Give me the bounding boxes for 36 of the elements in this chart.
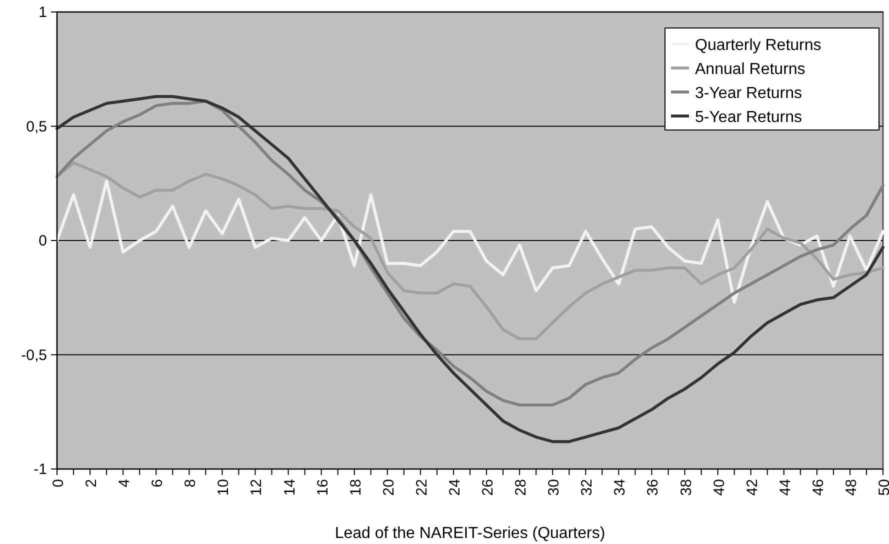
x-tick-label: 28 (512, 479, 530, 496)
x-tick-label: 42 (744, 479, 761, 496)
x-tick-label: 10 (215, 479, 232, 496)
legend-label: 3-Year Returns (695, 85, 802, 102)
legend-label: 5-Year Returns (695, 109, 802, 126)
x-tick-label: 24 (446, 479, 464, 496)
x-axis-title: Lead of the NAREIT-Series (Quarters) (334, 525, 606, 542)
x-tick-label: 34 (612, 479, 629, 496)
y-tick-label: -1 (34, 461, 47, 478)
x-tick-label: 32 (578, 479, 596, 496)
y-tick-label: 0,5 (26, 118, 47, 136)
x-tick-label: 48 (842, 479, 860, 496)
x-tick-label: 6 (149, 479, 166, 488)
x-tick-label: 44 (776, 479, 794, 496)
x-tick-label: 50 (876, 479, 889, 496)
y-tick-label: -0,5 (21, 346, 47, 364)
x-tick-label: 18 (347, 479, 364, 496)
x-tick-label: 30 (546, 479, 563, 496)
y-tick-label: 1 (38, 4, 47, 21)
x-tick-label: 12 (248, 479, 266, 496)
legend-label: Quarterly Returns (695, 37, 822, 54)
x-tick-label: 26 (480, 479, 497, 496)
x-tick-label: 0 (50, 479, 67, 488)
x-tick-label: 36 (644, 479, 662, 496)
x-tick-label: 14 (281, 479, 298, 496)
x-tick-label: 2 (83, 479, 100, 488)
x-tick-label: 40 (710, 479, 728, 496)
x-tick-label: 38 (678, 479, 695, 496)
x-tick-label: 22 (413, 479, 430, 496)
x-tick-label: 16 (314, 479, 332, 496)
x-tick-label: 8 (182, 479, 200, 488)
legend-label: Annual Returns (695, 61, 806, 78)
x-tick-label: 4 (116, 479, 134, 488)
x-tick-label: 20 (380, 479, 398, 496)
y-tick-label: 0 (38, 232, 47, 250)
x-tick-label: 46 (810, 479, 827, 496)
